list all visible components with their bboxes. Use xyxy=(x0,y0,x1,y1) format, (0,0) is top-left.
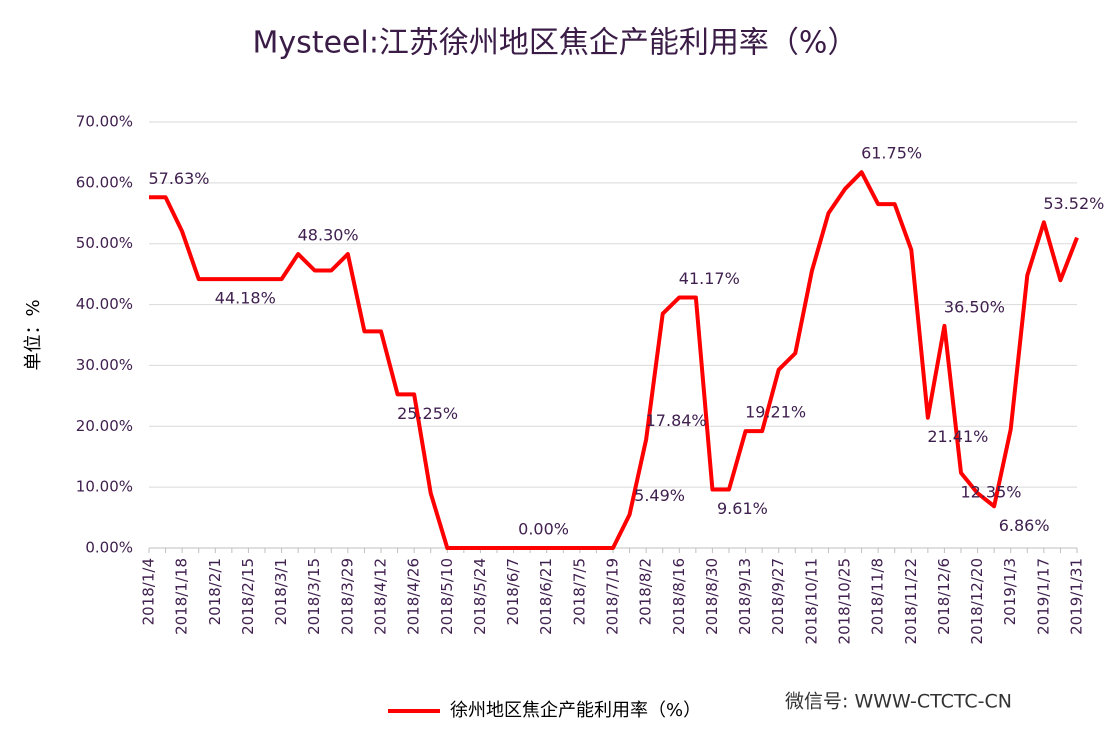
x-tick-label: 2018/4/26 xyxy=(405,558,423,635)
x-tick-label: 2018/1/4 xyxy=(140,558,158,625)
x-tick-label: 2018/2/1 xyxy=(206,558,224,625)
x-tick-label: 2018/5/10 xyxy=(438,558,456,635)
data-label: 21.41% xyxy=(927,427,988,446)
y-tick-label: 60.00% xyxy=(76,173,133,191)
data-label: 12.35% xyxy=(960,482,1021,501)
x-tick-label: 2018/9/13 xyxy=(736,558,754,635)
x-tick-label: 2018/11/8 xyxy=(869,558,887,635)
y-tick-label: 40.00% xyxy=(76,295,133,313)
y-tick-label: 10.00% xyxy=(76,478,133,496)
data-label: 57.63% xyxy=(148,169,209,188)
x-tick-label: 2018/7/5 xyxy=(570,558,588,625)
x-tick-label: 2018/7/19 xyxy=(604,558,622,635)
x-tick-label: 2018/10/25 xyxy=(836,558,854,644)
y-axis-label: 单位：% xyxy=(23,299,44,370)
y-tick-label: 20.00% xyxy=(76,417,133,435)
data-label: 48.30% xyxy=(298,226,359,245)
y-tick-label: 0.00% xyxy=(85,539,133,557)
line xyxy=(149,170,1079,550)
x-tick-label: 2018/9/27 xyxy=(769,558,787,635)
x-tick-label: 2018/11/22 xyxy=(902,558,920,644)
data-label: 9.61% xyxy=(717,499,768,518)
x-tick-label: 2018/5/24 xyxy=(471,558,489,635)
x-tick-label: 2018/8/2 xyxy=(637,558,655,625)
data-label: 17.84% xyxy=(646,411,707,430)
x-tick-label: 2018/2/15 xyxy=(239,558,257,635)
chart-title: Mysteel:江苏徐州地区焦企产能利用率（%） xyxy=(253,26,858,61)
data-label: 19.21% xyxy=(745,403,806,422)
data-label: 5.49% xyxy=(634,486,685,505)
x-tick-label: 2018/6/21 xyxy=(537,558,555,635)
data-label: 25.25% xyxy=(397,404,458,423)
data-label: 6.86% xyxy=(999,516,1050,535)
data-label: 53.52% xyxy=(1043,194,1104,213)
data-label: 44.18% xyxy=(215,289,276,308)
x-tick-label: 2019/1/31 xyxy=(1068,558,1086,635)
x-tick-label: 2018/3/15 xyxy=(305,558,323,635)
x-tick-label: 2018/3/29 xyxy=(338,558,356,635)
x-tick-label: 2019/1/3 xyxy=(1001,558,1019,625)
data-label: 41.17% xyxy=(679,269,740,288)
x-tick-label: 2018/12/6 xyxy=(935,558,953,635)
data-label: 61.75% xyxy=(861,144,922,163)
x-tick-label: 2018/12/20 xyxy=(968,558,986,644)
legend-label: 徐州地区焦企产能利用率（%） xyxy=(450,700,701,721)
x-tick-label: 2018/1/18 xyxy=(173,558,191,635)
y-tick-label: 50.00% xyxy=(76,234,133,252)
x-tick-label: 2018/10/11 xyxy=(802,558,820,644)
x-tick-label: 2018/6/7 xyxy=(504,558,522,625)
x-tick-label: 2019/1/17 xyxy=(1034,558,1052,635)
y-tick-label: 70.00% xyxy=(76,113,133,131)
watermark: 微信号: WWW-CTCTC-CN xyxy=(785,691,1012,713)
x-tick-label: 2018/4/12 xyxy=(372,558,390,635)
data-label: 0.00% xyxy=(518,520,569,539)
data-label: 36.50% xyxy=(944,297,1005,316)
x-tick-label: 2018/8/16 xyxy=(670,558,688,635)
y-tick-label: 30.00% xyxy=(76,356,133,374)
x-tick-label: 2018/3/1 xyxy=(272,558,290,625)
x-tick-label: 2018/8/30 xyxy=(703,558,721,635)
